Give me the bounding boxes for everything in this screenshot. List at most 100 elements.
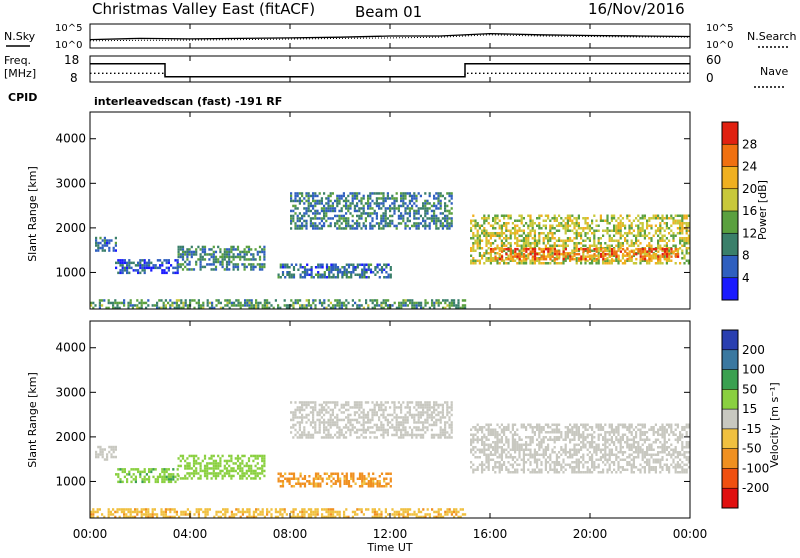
heat-cell [661, 240, 663, 243]
heat-cell [488, 431, 490, 434]
heat-cell [503, 444, 505, 447]
heat-cell [316, 200, 318, 203]
heat-cell [202, 256, 204, 259]
heat-cell [514, 255, 516, 258]
heat-cell [681, 245, 683, 248]
heat-cell [144, 478, 146, 481]
heat-cell [191, 455, 193, 458]
heat-cell [606, 262, 608, 265]
heat-cell [324, 271, 326, 274]
heat-cell [343, 195, 345, 198]
heat-cell [589, 240, 591, 243]
heat-cell [346, 475, 348, 478]
heat-cell [312, 222, 314, 225]
heat-cell [653, 235, 655, 238]
heat-cell [363, 414, 365, 417]
heat-cell [308, 215, 310, 218]
heat-cell [485, 242, 487, 245]
heat-cell [628, 225, 630, 228]
heat-cell [523, 451, 525, 454]
heat-cell [470, 461, 472, 464]
heat-cell [633, 235, 635, 238]
heat-cell [289, 271, 291, 274]
heat-cell [330, 401, 332, 404]
heat-cell [220, 302, 222, 305]
heat-cell [409, 401, 411, 404]
heat-cell [576, 245, 578, 248]
heat-cell [503, 464, 505, 467]
heat-cell [119, 508, 121, 511]
heat-cell [525, 242, 527, 245]
heat-cell [433, 220, 435, 223]
heat-cell [470, 434, 472, 437]
heat-cell [377, 485, 379, 488]
heat-cell [448, 212, 450, 215]
heat-cell [334, 406, 336, 409]
heat-cell [415, 212, 417, 215]
heat-cell [558, 461, 560, 464]
heat-cell [672, 235, 674, 238]
heat-cell [600, 237, 602, 240]
heat-cell [213, 467, 215, 470]
heat-cell [297, 220, 299, 223]
heat-cell [228, 256, 230, 259]
heat-cell [415, 200, 417, 203]
heat-cell [252, 258, 254, 261]
heat-cell [363, 421, 365, 424]
heat-cell [303, 431, 305, 434]
heat-cell [437, 404, 439, 407]
heat-cell [322, 276, 324, 279]
heat-cell [356, 436, 358, 439]
date-title: 16/Nov/2016 [588, 0, 685, 18]
heat-cell [521, 252, 523, 255]
heat-cell [670, 250, 672, 253]
heat-cell [252, 477, 254, 480]
heat-cell [319, 202, 321, 205]
heat-cell [226, 248, 228, 251]
heat-cell [280, 473, 282, 476]
nave-label: Nave [760, 65, 788, 78]
heat-cell [567, 434, 569, 437]
heat-cell [294, 205, 296, 208]
heat-cell [349, 406, 351, 409]
heat-cell [416, 513, 418, 516]
heat-cell [369, 227, 371, 230]
heat-cell [308, 192, 310, 195]
heat-cell [440, 416, 442, 419]
heat-cell [152, 513, 154, 516]
heat-cell [606, 220, 608, 223]
heat-cell [440, 302, 442, 305]
heat-cell [666, 245, 668, 248]
heat-cell [462, 299, 464, 302]
heat-cell [611, 245, 613, 248]
heat-cell [499, 262, 501, 265]
heat-cell [470, 220, 472, 223]
heat-cell [178, 299, 180, 302]
heat-cell [123, 508, 125, 511]
heat-cell [549, 227, 551, 230]
heat-cell [382, 195, 384, 198]
heat-cell [231, 302, 233, 305]
heat-cell [141, 478, 143, 481]
heat-cell [157, 267, 159, 270]
heat-cell [418, 406, 420, 409]
heat-cell [237, 246, 239, 249]
heat-cell [405, 304, 407, 307]
heat-cell [389, 426, 391, 429]
heat-cell [448, 426, 450, 429]
heat-cell [525, 449, 527, 452]
heat-cell [323, 431, 325, 434]
heat-cell [145, 508, 147, 511]
heat-cell [102, 247, 104, 250]
heat-cell [672, 220, 674, 223]
heat-cell [472, 245, 474, 248]
heat-cell [552, 255, 554, 258]
heat-cell [370, 269, 372, 272]
heat-cell [593, 237, 595, 240]
heat-cell [382, 416, 384, 419]
heat-cell [178, 304, 180, 307]
heat-cell [626, 215, 628, 218]
heat-cell [394, 511, 396, 514]
heat-cell [286, 264, 288, 267]
heat-cell [303, 401, 305, 404]
